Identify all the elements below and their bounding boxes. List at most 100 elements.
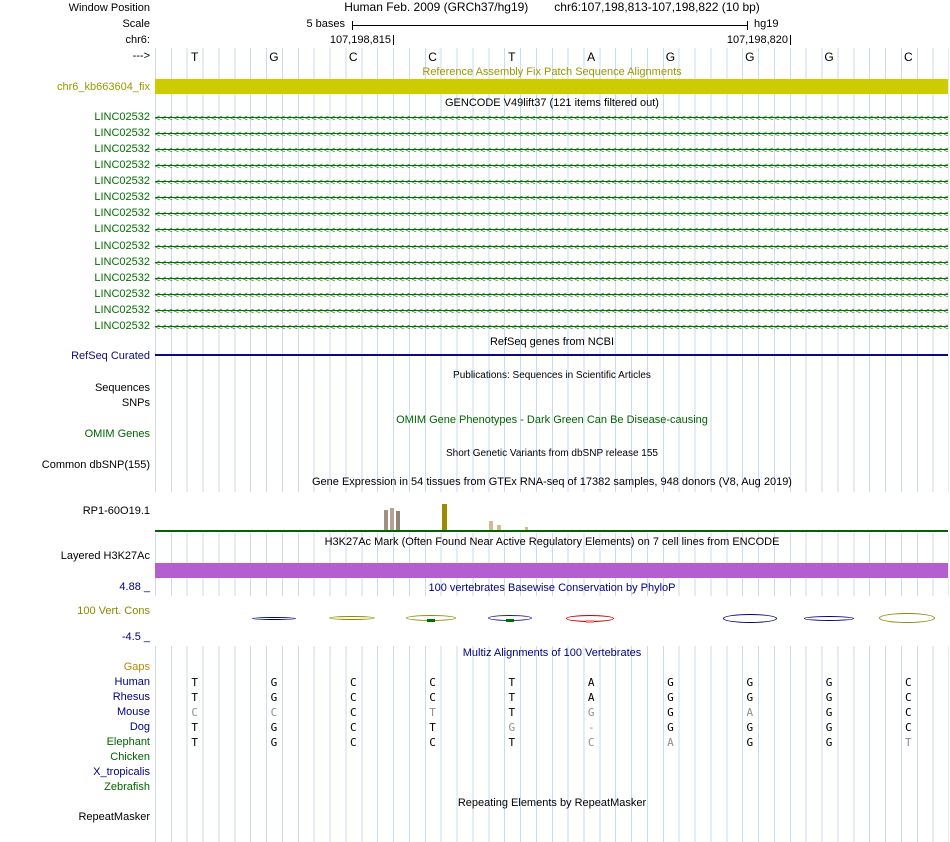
gtex-expression-bar[interactable]	[525, 527, 528, 530]
gencode-transcript-row[interactable]: <<<<<<<<<<<<<<<<<<<<<<<<<<<<<<<<<<<<<<<<…	[155, 272, 948, 285]
track-title-multiz[interactable]: Multiz Alignments of 100 Vertebrates	[462, 647, 642, 659]
track-title-h3k27ac[interactable]: H3K27Ac Mark (Often Found Near Active Re…	[324, 536, 780, 548]
gencode-gene-label[interactable]: LINC02532	[94, 143, 150, 156]
track-label-conservation[interactable]: 100 Vert. Cons	[77, 605, 150, 617]
alignment-base: C	[349, 706, 357, 719]
alignment-base: C	[905, 721, 912, 734]
gtex-baseline	[155, 530, 948, 532]
species-label[interactable]: Elephant	[106, 736, 150, 748]
track-label-omim[interactable]: OMIM Genes	[84, 428, 150, 440]
track-label-gaps[interactable]: Gaps	[123, 661, 150, 673]
alignment-base: C	[270, 706, 278, 719]
track-title-gtex[interactable]: Gene Expression in 54 tissues from GTEx …	[312, 476, 792, 488]
gencode-transcript-row[interactable]: <<<<<<<<<<<<<<<<<<<<<<<<<<<<<<<<<<<<<<<<…	[155, 224, 948, 237]
gencode-transcript-row[interactable]: <<<<<<<<<<<<<<<<<<<<<<<<<<<<<<<<<<<<<<<<…	[155, 160, 948, 173]
track-label-snps[interactable]: SNPs	[121, 397, 150, 409]
species-label[interactable]: Mouse	[116, 706, 150, 718]
track-label-h3k27ac[interactable]: Layered H3K27Ac	[60, 550, 150, 562]
track-label-repeatmasker[interactable]: RepeatMasker	[78, 811, 150, 823]
track-title-publications[interactable]: Publications: Sequences in Scientific Ar…	[453, 370, 651, 381]
scale-bar	[352, 21, 748, 30]
gencode-gene-label[interactable]: LINC02532	[94, 223, 150, 236]
phylop-conservation-mark[interactable]	[252, 616, 296, 620]
track-title-repeatmasker[interactable]: Repeating Elements by RepeatMasker	[457, 797, 647, 809]
gencode-gene-label[interactable]: LINC02532	[94, 271, 150, 284]
gencode-gene-label[interactable]: LINC02532	[94, 191, 150, 204]
ruler-base-letter: G	[269, 50, 279, 64]
gencode-transcript-row[interactable]: <<<<<<<<<<<<<<<<<<<<<<<<<<<<<<<<<<<<<<<<…	[155, 176, 948, 189]
species-label[interactable]: Zebrafish	[104, 781, 150, 793]
gencode-gene-label[interactable]: LINC02532	[94, 175, 150, 188]
alignment-base: A	[746, 706, 754, 719]
ruler-base-letter: C	[348, 50, 358, 64]
gtex-expression-bar[interactable]	[384, 510, 388, 530]
assembly-short: hg19	[754, 18, 779, 30]
gencode-gene-label[interactable]: LINC02532	[94, 207, 150, 220]
phylop-conservation-mark[interactable]	[488, 615, 532, 622]
gencode-transcript-row[interactable]: <<<<<<<<<<<<<<<<<<<<<<<<<<<<<<<<<<<<<<<<…	[155, 112, 948, 124]
track-title-fix-patch[interactable]: Reference Assembly Fix Patch Sequence Al…	[422, 66, 682, 78]
phylop-conservation-mark[interactable]	[406, 615, 456, 622]
h3k27ac-signal-bar[interactable]	[155, 563, 948, 578]
gencode-gene-label[interactable]: LINC02532	[94, 255, 150, 268]
gencode-transcript-row[interactable]: <<<<<<<<<<<<<<<<<<<<<<<<<<<<<<<<<<<<<<<<…	[155, 240, 948, 253]
track-title-conservation[interactable]: 100 vertebrates Basewise Conservation by…	[428, 582, 676, 594]
gencode-transcript-row[interactable]: <<<<<<<<<<<<<<<<<<<<<<<<<<<<<<<<<<<<<<<<…	[155, 144, 948, 157]
alignment-base: G	[746, 676, 754, 689]
conservation-track-area[interactable]	[155, 596, 949, 646]
gtex-expression-bar[interactable]	[497, 525, 501, 530]
gencode-transcript-row[interactable]: <<<<<<<<<<<<<<<<<<<<<<<<<<<<<<<<<<<<<<<<…	[155, 192, 948, 205]
gencode-gene-label[interactable]: LINC02532	[94, 239, 150, 252]
species-label[interactable]: Rhesus	[112, 691, 150, 703]
track-label-refseq[interactable]: RefSeq Curated	[71, 350, 150, 362]
refseq-curated-item[interactable]	[155, 354, 948, 356]
gencode-gene-label[interactable]: LINC02532	[94, 287, 150, 300]
species-label[interactable]: Human	[114, 676, 150, 688]
species-label[interactable]: Chicken	[110, 751, 150, 763]
gencode-transcript-row[interactable]: <<<<<<<<<<<<<<<<<<<<<<<<<<<<<<<<<<<<<<<<…	[155, 208, 948, 221]
track-title-omim[interactable]: OMIM Gene Phenotypes - Dark Green Can Be…	[396, 414, 708, 426]
ruler-base-letter: G	[745, 50, 755, 64]
alignment-base: T	[508, 676, 516, 689]
species-label[interactable]: X_tropicalis	[93, 766, 150, 778]
track-label-dbsnp[interactable]: Common dbSNP(155)	[41, 459, 150, 471]
gtex-expression-bar[interactable]	[442, 504, 447, 530]
alignment-base: G	[746, 736, 754, 749]
alignment-base: G	[825, 736, 833, 749]
track-label-gtex[interactable]: RP1-60O19.1	[82, 505, 150, 517]
gencode-gene-label[interactable]: LINC02532	[94, 111, 150, 123]
gtex-expression-bar[interactable]	[489, 521, 493, 530]
fix-patch-bar[interactable]	[155, 79, 948, 94]
phylop-conservation-mark[interactable]	[723, 613, 777, 623]
phylop-conservation-mark[interactable]	[566, 614, 614, 623]
alignment-base: C	[349, 691, 357, 704]
track-label-sequences[interactable]: Sequences	[94, 382, 150, 394]
gencode-gene-label[interactable]: LINC02532	[94, 303, 150, 316]
phylop-conservation-mark[interactable]	[804, 615, 854, 621]
strand-arrow-label: --->	[132, 50, 150, 62]
gtex-expression-bar[interactable]	[396, 511, 400, 530]
gencode-gene-label[interactable]: LINC02532	[94, 127, 150, 140]
gencode-transcript-row[interactable]: <<<<<<<<<<<<<<<<<<<<<<<<<<<<<<<<<<<<<<<<…	[155, 288, 948, 301]
gencode-transcript-row[interactable]: <<<<<<<<<<<<<<<<<<<<<<<<<<<<<<<<<<<<<<<<…	[155, 320, 948, 333]
gtex-expression-bar[interactable]	[390, 508, 394, 530]
alignment-base: G	[825, 691, 833, 704]
alignment-base: A	[587, 691, 595, 704]
track-title-gencode[interactable]: GENCODE V49lift37 (121 items filtered ou…	[445, 97, 659, 109]
gencode-transcript-row[interactable]: <<<<<<<<<<<<<<<<<<<<<<<<<<<<<<<<<<<<<<<<…	[155, 256, 948, 269]
phylop-conservation-mark[interactable]	[879, 613, 935, 623]
gencode-gene-label[interactable]: LINC02532	[94, 319, 150, 332]
assembly-name: Human Feb. 2009 (GRCh37/hg19)	[344, 0, 529, 14]
phylop-conservation-mark[interactable]	[329, 616, 375, 620]
track-label-fix-patch[interactable]: chr6_kb663604_fix	[57, 81, 150, 93]
chrom-label: chr6:	[125, 34, 150, 46]
gencode-transcript-row[interactable]: <<<<<<<<<<<<<<<<<<<<<<<<<<<<<<<<<<<<<<<<…	[155, 304, 948, 317]
gencode-transcript-row[interactable]: <<<<<<<<<<<<<<<<<<<<<<<<<<<<<<<<<<<<<<<<…	[155, 128, 948, 141]
track-title-dbsnp[interactable]: Short Genetic Variants from dbSNP releas…	[446, 448, 658, 459]
species-label[interactable]: Dog	[129, 721, 150, 733]
gencode-gene-label[interactable]: LINC02532	[94, 159, 150, 172]
gtex-track-area[interactable]	[155, 492, 949, 533]
track-title-refseq[interactable]: RefSeq genes from NCBI	[489, 336, 615, 348]
alignment-base: G	[667, 691, 674, 704]
position-range: chr6:107,198,813-107,198,822 (10 bp)	[554, 0, 760, 14]
